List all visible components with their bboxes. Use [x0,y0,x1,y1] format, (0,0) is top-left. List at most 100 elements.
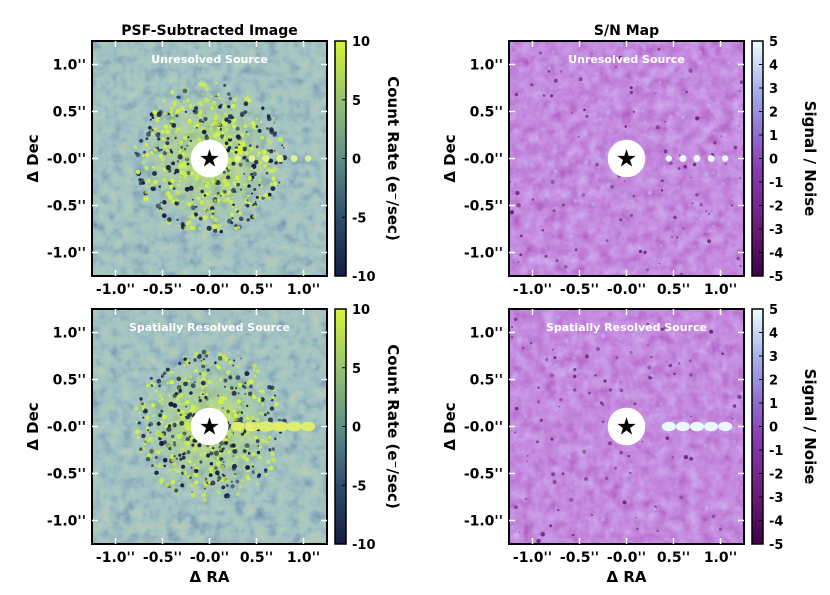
y-tick-label: -1.0'' [464,246,503,262]
y-tick-label: -0.5'' [47,467,86,483]
noise-speck [730,392,733,395]
speckle [262,389,265,392]
speckle [162,177,167,182]
speckle [252,214,256,219]
colorbar-tick-label: 4 [769,327,778,342]
y-tick-label: 1.0'' [53,58,86,74]
speckle [223,83,227,87]
speckle [236,455,239,459]
speckle [185,405,188,408]
speckle [150,403,156,408]
speckle [224,357,229,361]
speckle [209,203,213,207]
speckle [186,98,190,103]
speckle [158,185,161,188]
y-axis-label: Δ Dec [441,402,459,450]
noise-speck [703,443,708,448]
speckle [203,116,208,122]
speckle [259,120,263,124]
noise-speck [638,245,642,249]
speckle [211,178,217,184]
noise-speck [585,114,589,118]
colorbar-tick-label: -4 [769,515,783,530]
speckle [231,390,237,396]
colorbar-label: Signal / Noise [801,101,819,217]
speckle [163,99,166,102]
noise-speck [712,224,716,228]
noise-speck [702,419,707,424]
speckle [203,489,206,492]
speckle [192,447,197,452]
speckle [258,160,263,165]
noise-speck [569,486,573,490]
speckle [238,211,243,216]
noise-speck [646,268,649,272]
speckle [145,456,151,462]
noise-speck [551,388,554,391]
speckle [148,423,151,427]
speckle [245,203,250,208]
speckle [203,194,207,197]
speckle [198,81,204,87]
speckle [255,439,260,443]
speckle [182,100,186,103]
speckle [135,420,138,424]
speckle [247,184,251,188]
noise-speck [653,258,656,261]
colorbar-tick-label: 0 [352,153,361,168]
noise-speck [618,55,623,60]
speckle [231,480,233,483]
speckle [245,389,247,392]
noise-speck [515,406,519,411]
speckle [258,389,262,393]
speckle [243,386,247,390]
noise-speck [652,506,657,511]
noise-speck [584,160,589,165]
noise-speck [549,524,553,528]
speckle [186,433,189,436]
speckle [174,392,178,396]
speckle [222,198,227,203]
noise-speck [632,110,635,113]
speckle [231,124,237,129]
speckle [210,448,214,452]
y-tick-label: 0.5'' [53,373,86,389]
speckle [216,191,220,195]
noise-speck [679,495,683,500]
speckle [224,441,228,445]
speckle [247,98,252,103]
speckle [204,488,206,490]
speckle [138,178,142,182]
noise-speck [585,402,588,405]
speckle [157,463,162,469]
speckle [160,157,165,162]
speckle [168,150,171,153]
x-tick-label: -1.0'' [96,550,135,566]
speckle [139,451,142,454]
speckle [183,165,187,168]
speckle [149,431,152,434]
speckle [281,144,284,147]
colorbar-tick-label: -3 [769,223,783,238]
speckle [212,100,217,105]
injected-source [290,155,298,162]
speckle [232,203,235,207]
speckle [263,164,267,168]
image-area: ★ [509,309,744,544]
injected-source [257,421,275,432]
noise-speck [579,427,584,432]
speckle [221,122,224,125]
speckle [168,152,172,156]
speckle [170,90,175,95]
speckle [184,148,187,151]
star-icon: ★ [616,413,638,441]
speckle [159,432,165,438]
speckle [221,137,224,140]
speckle [279,163,282,166]
speckle [245,457,249,462]
speckle [146,178,151,184]
noise-speck [671,456,674,459]
speckle [260,438,265,443]
speckle [260,412,264,416]
speckle [145,137,149,141]
